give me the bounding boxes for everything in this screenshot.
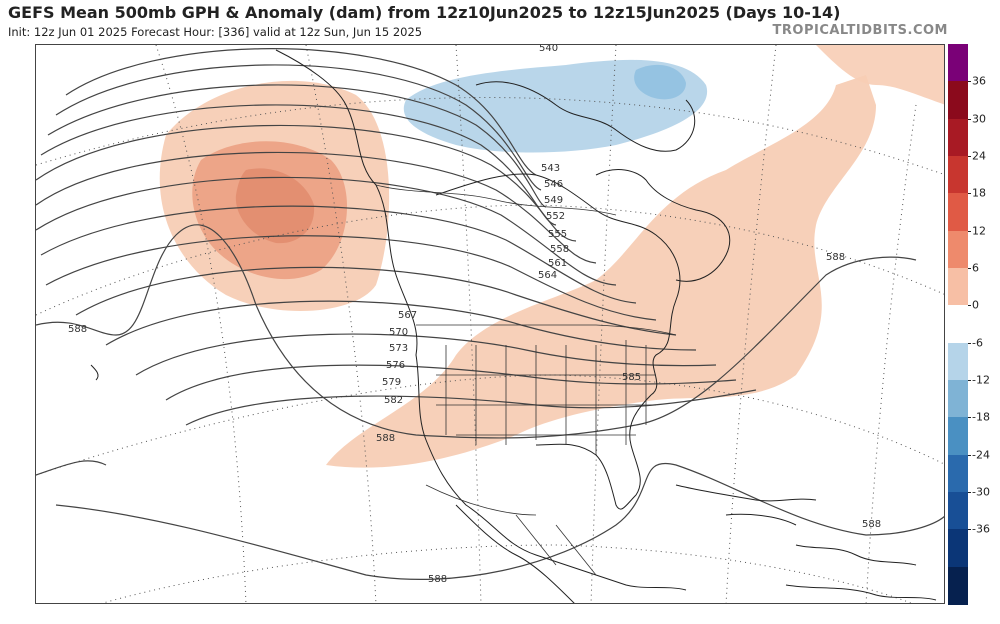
colorbar-swatch <box>948 193 968 232</box>
colorbar-tick-mark <box>968 454 971 456</box>
colorbar-tick-mark <box>968 417 971 419</box>
colorbar-tick-label: 6 <box>972 261 979 275</box>
colorbar-swatch <box>948 529 968 568</box>
colorbar-tick-label: 12 <box>972 224 986 238</box>
colorbar-tick-label: 18 <box>972 186 986 200</box>
colorbar-tick-mark <box>968 529 971 531</box>
colorbar-swatch <box>948 81 968 120</box>
colorbar-tick-label: -12 <box>972 373 990 387</box>
contour-label-546: 546 <box>544 179 563 190</box>
colorbar-swatch <box>948 268 968 306</box>
chart-title: GEFS Mean 500mb GPH & Anomaly (dam) from… <box>8 3 841 22</box>
colorbar-tick-mark <box>968 193 971 195</box>
colorbar-swatch <box>948 454 968 493</box>
anomaly-colorbar: 36 30 24 18 12 6 0 -6 -12 -18 -24 -30 -36 <box>948 44 990 605</box>
contour-label-585: 585 <box>622 372 641 383</box>
colorbar-tick-mark <box>968 342 971 344</box>
colorbar-swatch <box>948 118 968 157</box>
contour-label-561: 561 <box>548 258 567 269</box>
height-contours <box>36 48 944 580</box>
contour-label-573: 573 <box>389 343 408 354</box>
coastlines <box>90 49 937 603</box>
colorbar-tick-label: -30 <box>972 485 990 499</box>
contour-label-552: 552 <box>546 211 565 222</box>
contour-label-567: 567 <box>398 310 417 321</box>
pos-anomaly-northeast-pac <box>816 45 944 105</box>
colorbar-tick-mark <box>968 118 971 120</box>
chart-subtitle: Init: 12z Jun 01 2025 Forecast Hour: [33… <box>8 25 423 39</box>
contour-label-588-central: 588 <box>376 433 395 444</box>
colorbar-tick-mark <box>968 492 971 493</box>
colorbar-tick-mark <box>968 268 971 269</box>
contour-label-555: 555 <box>548 229 567 240</box>
contour-label-570: 570 <box>389 327 408 338</box>
colorbar-tick-mark <box>968 81 971 83</box>
contour-label-540: 540 <box>539 45 558 54</box>
colorbar-swatch <box>948 417 968 456</box>
colorbar-tick-label: 36 <box>972 74 986 88</box>
contour-label-543: 543 <box>541 163 560 174</box>
colorbar-swatch <box>948 230 968 269</box>
colorbar-swatch <box>948 492 968 530</box>
site-brand: TROPICALTIDBITS.COM <box>772 23 948 38</box>
colorbar-tick-label: 30 <box>972 112 986 126</box>
colorbar-swatch <box>948 566 968 605</box>
colorbar-swatch <box>948 156 968 194</box>
colorbar-swatch <box>948 44 968 82</box>
contour-labels: 540 543 546 549 552 555 558 561 564 567 … <box>68 45 881 585</box>
colorbar-swatch <box>948 342 968 381</box>
political-borders <box>375 184 677 576</box>
contour-label-588-east: 588 <box>826 252 845 263</box>
colorbar-tick-label: -18 <box>972 410 990 424</box>
colorbar-swatch <box>948 380 968 418</box>
contour-label-576: 576 <box>386 360 405 371</box>
contour-label-579: 579 <box>382 377 401 388</box>
colorbar-tick-label: 0 <box>972 298 979 312</box>
colorbar-tick-mark <box>968 305 971 307</box>
colorbar-tick-mark <box>968 156 971 157</box>
contour-label-588-west: 588 <box>68 324 87 335</box>
neg-anomaly-arctic-core <box>634 64 686 100</box>
colorbar-tick-mark <box>968 230 971 232</box>
colorbar-tick-label: -24 <box>972 448 990 462</box>
contour-label-549: 549 <box>544 195 563 206</box>
contour-label-588-south: 588 <box>428 574 447 585</box>
colorbar-tick-label: -6 <box>972 336 983 350</box>
colorbar-swatch <box>948 305 968 344</box>
contour-label-558: 558 <box>550 244 569 255</box>
contour-label-564: 564 <box>538 270 557 281</box>
neg-anomaly-arctic <box>403 59 708 153</box>
colorbar-tick-label: -36 <box>972 522 990 536</box>
colorbar-tick-mark <box>968 380 971 381</box>
contour-label-588-carib: 588 <box>862 519 881 530</box>
map-svg: 540 543 546 549 552 555 558 561 564 567 … <box>36 45 944 603</box>
map-panel: 540 543 546 549 552 555 558 561 564 567 … <box>35 44 945 604</box>
contour-label-582: 582 <box>384 395 403 406</box>
colorbar-tick-label: 24 <box>972 149 986 163</box>
